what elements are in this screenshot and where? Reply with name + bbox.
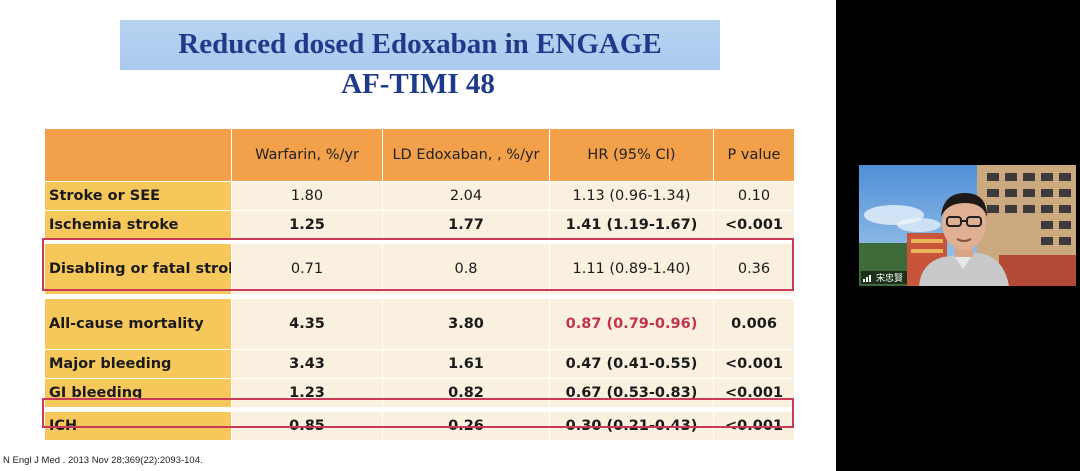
- warfarin-cell: 1.25: [231, 210, 383, 240]
- hr-cell: 1.13 (0.96-1.34): [549, 181, 714, 211]
- participant-name-tag: 宋忠賢: [861, 271, 908, 284]
- row-label: All-cause mortality: [44, 298, 232, 350]
- warfarin-cell: 1.23: [231, 378, 383, 408]
- table-row: Major bleeding 3.43 1.61 0.47 (0.41-0.55…: [44, 349, 795, 379]
- ld-edoxaban-cell: 1.77: [382, 210, 550, 240]
- hr-cell: 0.67 (0.53-0.83): [549, 378, 714, 408]
- citation: N Engl J Med . 2013 Nov 28;369(22):2093-…: [3, 455, 203, 466]
- participant-video-tile[interactable]: 宋忠賢: [859, 165, 1076, 286]
- signal-bars-icon: [863, 275, 871, 282]
- row-spacer: [44, 239, 795, 244]
- ld-edoxaban-cell: 0.82: [382, 378, 550, 408]
- warfarin-cell: 0.71: [231, 243, 383, 295]
- highlight-box-disabling-stroke: [42, 238, 794, 291]
- table-row: GI bleeding 1.23 0.82 0.67 (0.53-0.83) <…: [44, 378, 795, 408]
- p-value-cell: 0.36: [713, 243, 795, 295]
- header-p-value: P value: [713, 128, 795, 182]
- row-label: Major bleeding: [44, 349, 232, 379]
- header-ld-edoxaban: LD Edoxaban, , %/yr: [382, 128, 550, 182]
- title-banner: [120, 20, 720, 70]
- ld-edoxaban-cell: 2.04: [382, 181, 550, 211]
- slide-title: Reduced dosed Edoxaban in ENGAGE: [178, 28, 662, 60]
- hr-cell: 1.41 (1.19-1.67): [549, 210, 714, 240]
- speaker-video-frame: [859, 165, 1076, 286]
- row-spacer: [44, 294, 795, 299]
- p-value-cell: <0.001: [713, 349, 795, 379]
- participant-name: 宋忠賢: [876, 274, 904, 284]
- table-row: Ischemia stroke 1.25 1.77 1.41 (1.19-1.6…: [44, 210, 795, 240]
- highlight-box-ich: [42, 398, 794, 428]
- row-label: Ischemia stroke: [44, 210, 232, 240]
- hr-cell: 0.87 (0.79-0.96): [549, 298, 714, 350]
- ld-edoxaban-cell: 3.80: [382, 298, 550, 350]
- hr-cell: 1.11 (0.89-1.40): [549, 243, 714, 295]
- warfarin-cell: 1.80: [231, 181, 383, 211]
- table-row: Disabling or fatal stroke 0.71 0.8 1.11 …: [44, 243, 795, 295]
- slide-subtitle: AF-TIMI 48: [341, 68, 495, 100]
- hr-cell: 0.47 (0.41-0.55): [549, 349, 714, 379]
- row-label: Disabling or fatal stroke: [44, 243, 232, 295]
- row-spacer: [44, 407, 795, 412]
- warfarin-cell: 3.43: [231, 349, 383, 379]
- header-outcome: [44, 128, 232, 182]
- ld-edoxaban-cell: 0.8: [382, 243, 550, 295]
- warfarin-cell: 4.35: [231, 298, 383, 350]
- table-row: All-cause mortality 4.35 3.80 0.87 (0.79…: [44, 298, 795, 350]
- row-label: GI bleeding: [44, 378, 232, 408]
- p-value-cell: 0.006: [713, 298, 795, 350]
- results-table: Warfarin, %/yr LD Edoxaban, , %/yr HR (9…: [44, 128, 795, 441]
- ld-edoxaban-cell: 1.61: [382, 349, 550, 379]
- presentation-slide: Reduced dosed Edoxaban in ENGAGE AF-TIMI…: [0, 0, 836, 471]
- header-hr: HR (95% CI): [549, 128, 714, 182]
- p-value-cell: <0.001: [713, 378, 795, 408]
- p-value-cell: <0.001: [713, 210, 795, 240]
- table-row: Stroke or SEE 1.80 2.04 1.13 (0.96-1.34)…: [44, 181, 795, 211]
- row-label: Stroke or SEE: [44, 181, 232, 211]
- table-header-row: Warfarin, %/yr LD Edoxaban, , %/yr HR (9…: [44, 128, 795, 182]
- p-value-cell: 0.10: [713, 181, 795, 211]
- header-warfarin: Warfarin, %/yr: [231, 128, 383, 182]
